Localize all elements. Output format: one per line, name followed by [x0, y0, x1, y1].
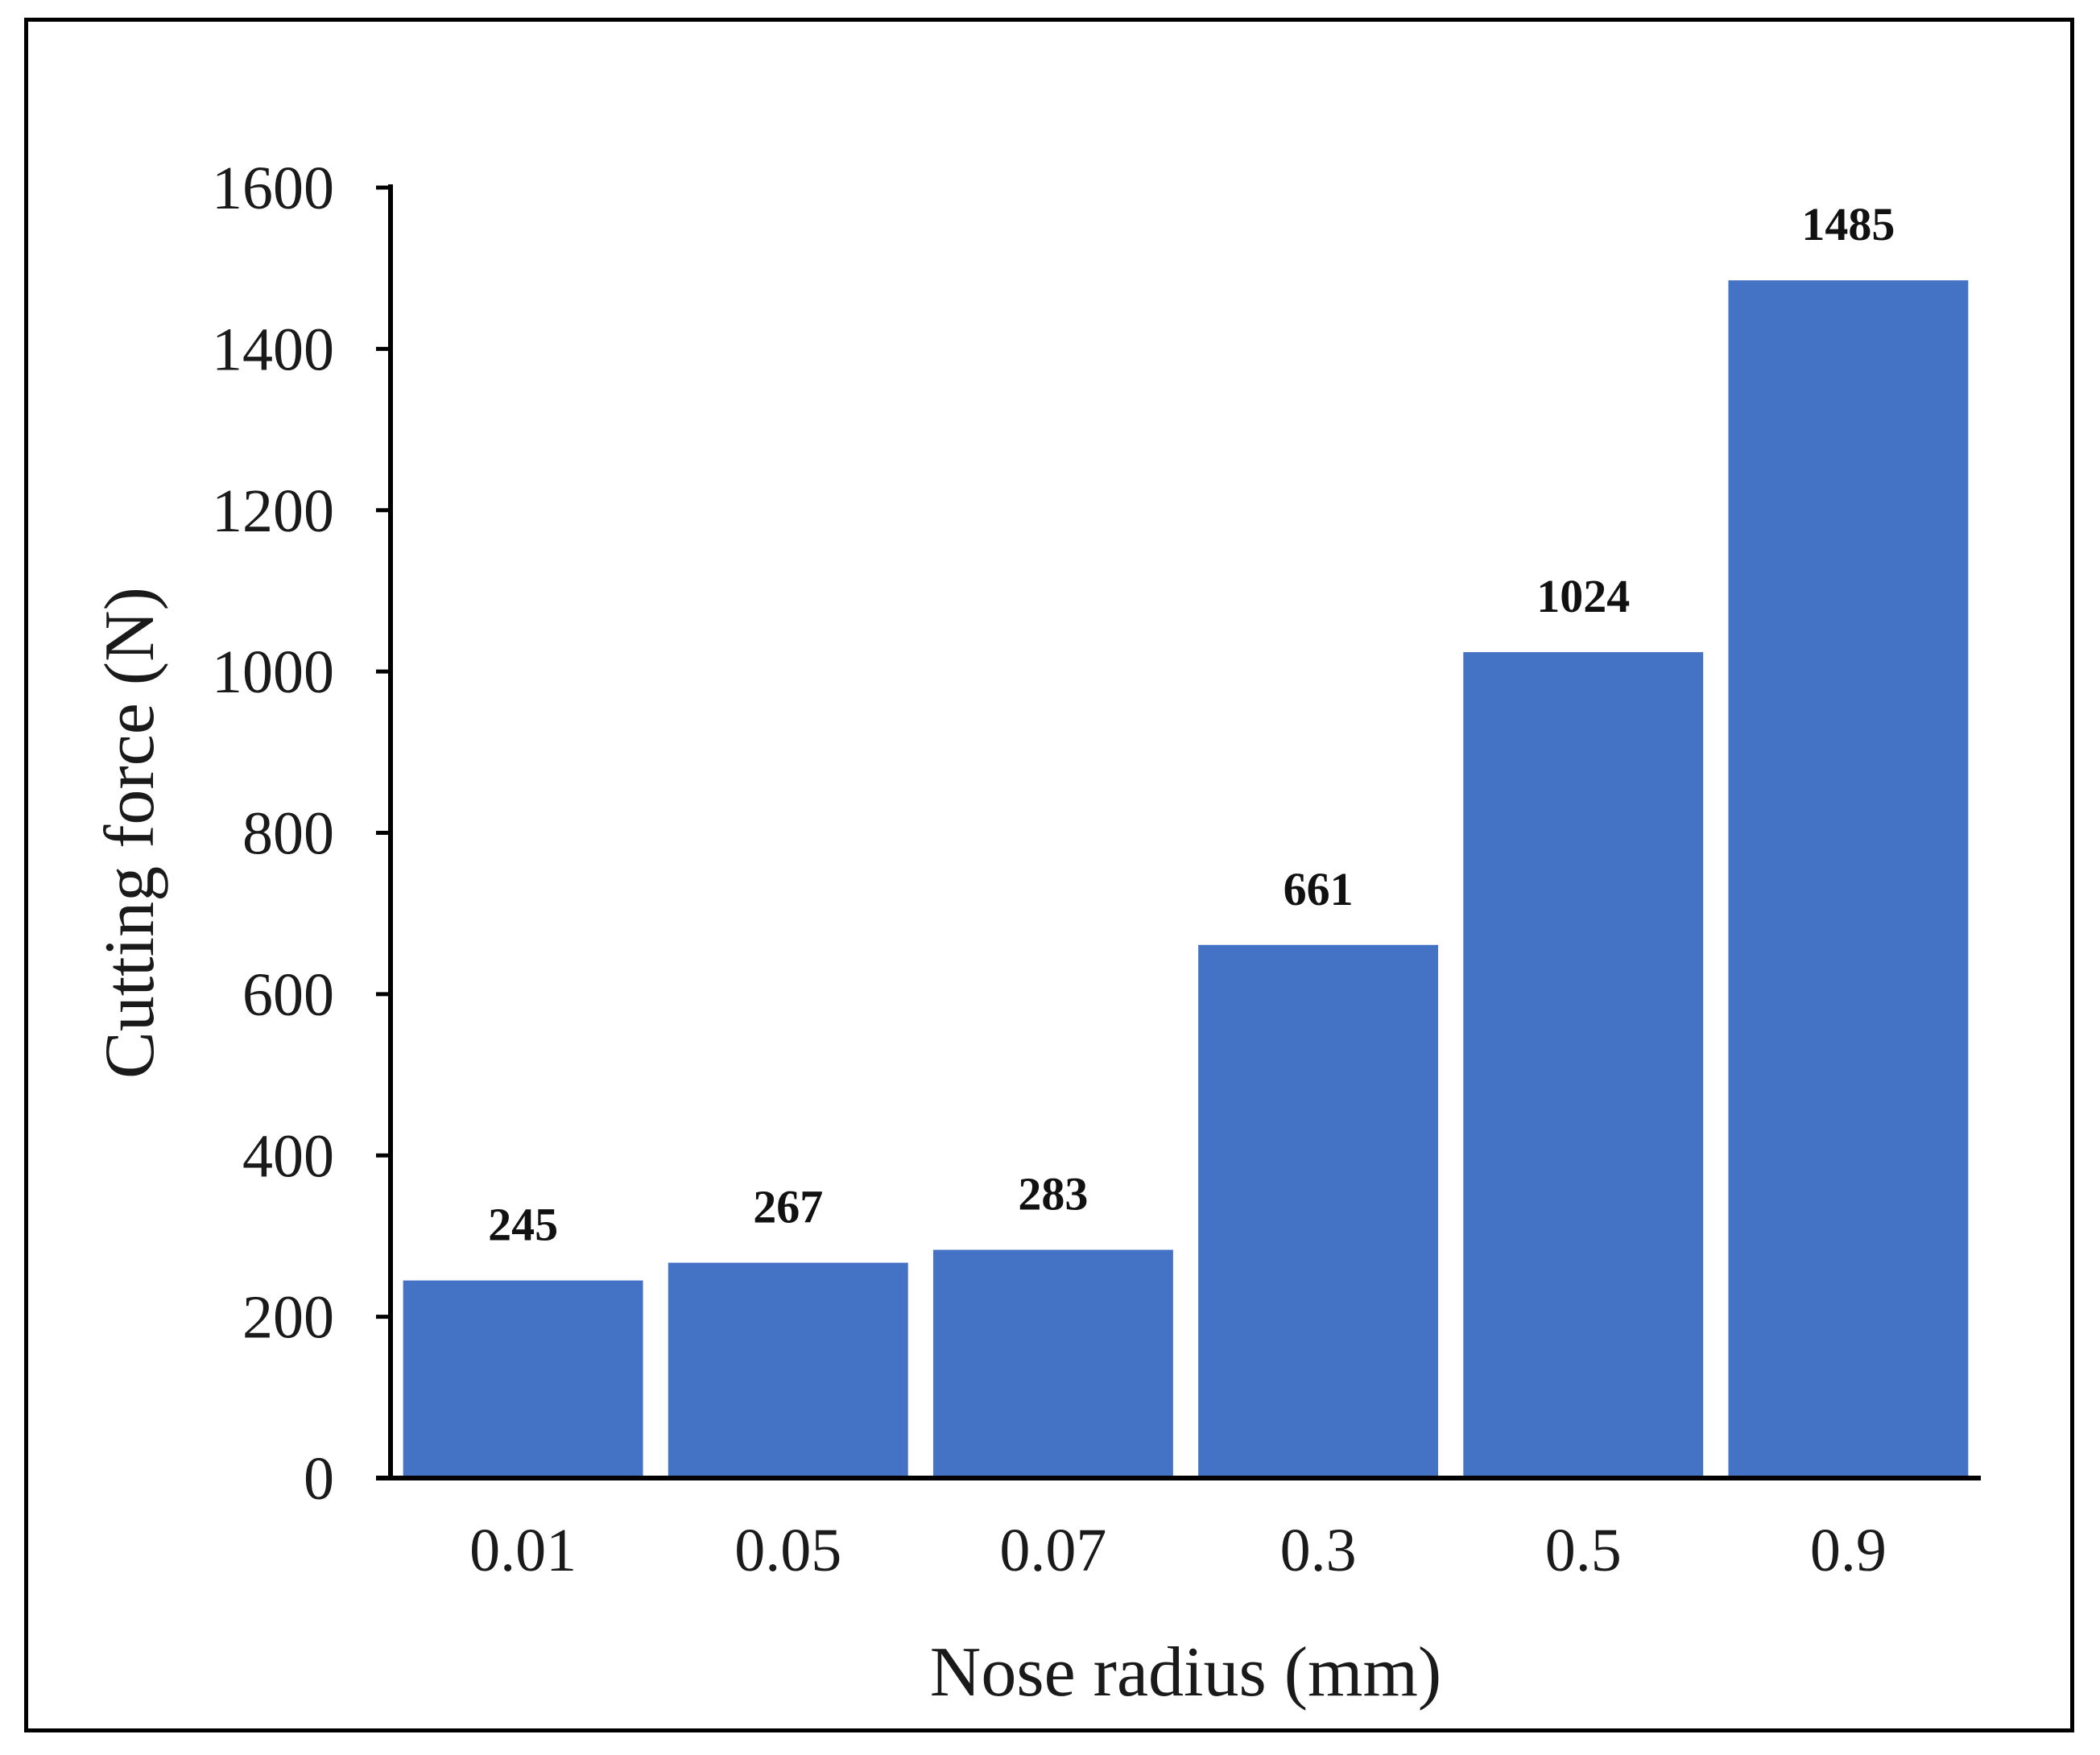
bar-0.07: [932, 1249, 1173, 1478]
x-tick-label: 0.05: [734, 1517, 841, 1584]
data-label-0.01: 245: [488, 1199, 558, 1251]
y-tick-label: 1000: [212, 638, 334, 706]
y-tick-label: 800: [242, 800, 334, 868]
x-tick-label: 0.07: [999, 1517, 1106, 1584]
x-axis-title: Nose radius (mm): [930, 1633, 1441, 1712]
x-ticks: 0.01 0.05 0.07 0.3 0.5 0.9: [469, 1517, 1887, 1584]
x-tick-label: 0.5: [1545, 1517, 1622, 1584]
data-label-0.9: 1485: [1801, 198, 1895, 250]
y-ticks: 0 200 400 600 800 1000 1200 1400 1600: [212, 155, 391, 1513]
data-label-0.3: 661: [1284, 863, 1354, 915]
x-tick-label: 0.3: [1280, 1517, 1357, 1584]
bars-layer: [403, 280, 1969, 1479]
y-tick-label: 400: [242, 1122, 334, 1190]
bar-0.3: [1198, 944, 1439, 1478]
y-axis-title: Cutting force (N): [91, 587, 169, 1079]
bar-0.9: [1728, 280, 1969, 1479]
x-tick-label: 0.9: [1810, 1517, 1887, 1584]
y-tick-label: 0: [304, 1445, 334, 1513]
data-labels: 245 267 283 661 1024 1485: [488, 198, 1895, 1250]
y-tick-label: 600: [242, 961, 334, 1029]
x-tick-label: 0.01: [469, 1517, 577, 1584]
y-tick-label: 1200: [212, 477, 334, 545]
y-tick-label: 200: [242, 1284, 334, 1352]
bar-0.05: [668, 1262, 908, 1478]
y-tick-label: 1600: [212, 155, 334, 222]
data-label-0.5: 1024: [1536, 570, 1630, 622]
y-tick-label: 1400: [212, 316, 334, 383]
data-label-0.07: 283: [1018, 1167, 1088, 1220]
bar-0.5: [1463, 652, 1704, 1478]
bar-0.01: [403, 1280, 643, 1478]
data-label-0.05: 267: [753, 1180, 823, 1233]
